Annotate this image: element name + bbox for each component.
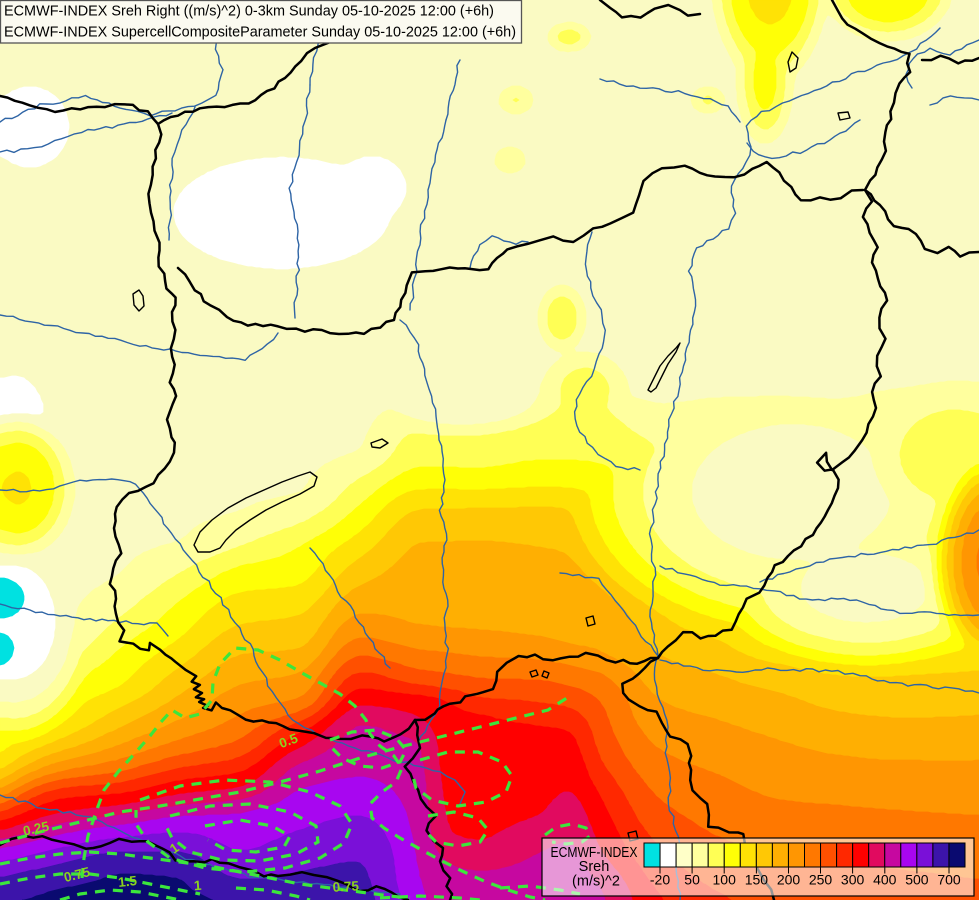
- svg-text:1.5: 1.5: [117, 873, 138, 890]
- svg-text:500: 500: [905, 872, 929, 888]
- svg-text:700: 700: [937, 872, 961, 888]
- svg-text:0.25: 0.25: [22, 818, 51, 838]
- svg-text:100: 100: [713, 872, 737, 888]
- svg-text:1: 1: [193, 878, 202, 894]
- svg-text:300: 300: [841, 872, 865, 888]
- svg-text:0.5: 0.5: [277, 730, 300, 751]
- svg-text:(m/s)^2: (m/s)^2: [572, 874, 620, 890]
- svg-text:0.75: 0.75: [332, 878, 360, 894]
- svg-text:0.75: 0.75: [62, 864, 92, 885]
- svg-text:250: 250: [809, 872, 833, 888]
- svg-text:50: 50: [684, 872, 700, 888]
- svg-text:ECMWF-INDEX Sreh Right ((m/s)^: ECMWF-INDEX Sreh Right ((m/s)^2) 0-3km S…: [4, 3, 494, 20]
- svg-text:Sreh: Sreh: [579, 859, 610, 875]
- svg-text:150: 150: [745, 872, 769, 888]
- svg-text:400: 400: [873, 872, 897, 888]
- svg-text:ECMWF-INDEX: ECMWF-INDEX: [551, 845, 638, 861]
- svg-text:ECMWF-INDEX SupercellComposite: ECMWF-INDEX SupercellCompositeParameter …: [4, 24, 516, 41]
- svg-text:200: 200: [777, 872, 801, 888]
- svg-text:-20: -20: [650, 872, 670, 888]
